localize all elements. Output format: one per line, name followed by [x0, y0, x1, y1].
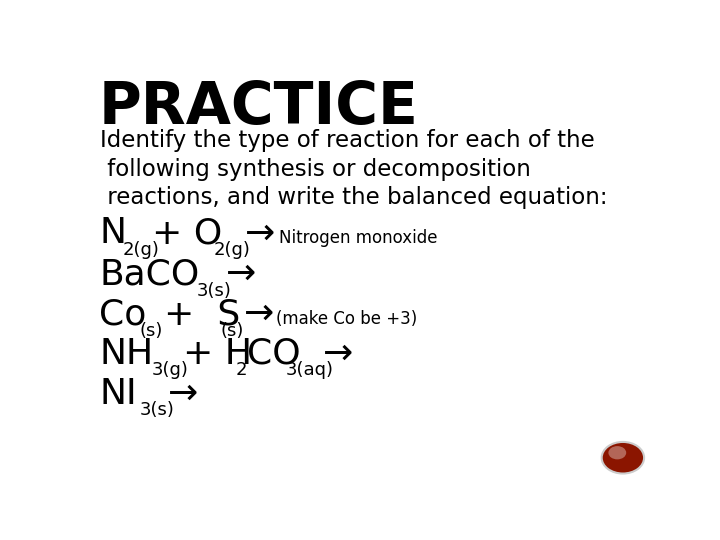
- Text: 2(g): 2(g): [122, 241, 159, 259]
- Text: 2(g): 2(g): [214, 241, 251, 259]
- Text: (s): (s): [140, 322, 163, 340]
- Text: →: →: [243, 298, 274, 332]
- Text: NI: NI: [99, 376, 137, 410]
- Circle shape: [608, 446, 626, 460]
- Text: PRACTICE: PRACTICE: [99, 79, 418, 137]
- Text: 2: 2: [235, 361, 247, 379]
- Text: 3(g): 3(g): [152, 361, 189, 379]
- Text: +  S: + S: [163, 298, 240, 332]
- Text: following synthesis or decomposition: following synthesis or decomposition: [100, 158, 531, 180]
- Text: (s): (s): [220, 322, 243, 340]
- Text: + O: + O: [152, 217, 222, 251]
- Text: 3(aq): 3(aq): [285, 361, 333, 379]
- Circle shape: [602, 442, 644, 474]
- Text: Nitrogen monoxide: Nitrogen monoxide: [279, 230, 438, 247]
- Text: Identify the type of reaction for each of the: Identify the type of reaction for each o…: [100, 129, 595, 152]
- Text: (make Co be +3): (make Co be +3): [276, 310, 418, 328]
- Text: →: →: [226, 257, 256, 291]
- Text: BaCO: BaCO: [99, 257, 199, 291]
- Text: →: →: [245, 217, 275, 251]
- Text: N: N: [99, 217, 126, 251]
- Text: NH: NH: [99, 336, 153, 370]
- Text: →: →: [168, 376, 198, 410]
- Text: + H: + H: [183, 336, 252, 370]
- Text: 3(s): 3(s): [140, 401, 174, 419]
- Text: Co: Co: [99, 298, 147, 332]
- Text: reactions, and write the balanced equation:: reactions, and write the balanced equati…: [100, 186, 608, 209]
- Text: →: →: [323, 336, 353, 370]
- Text: 3(s): 3(s): [197, 282, 232, 300]
- Text: CO: CO: [246, 336, 300, 370]
